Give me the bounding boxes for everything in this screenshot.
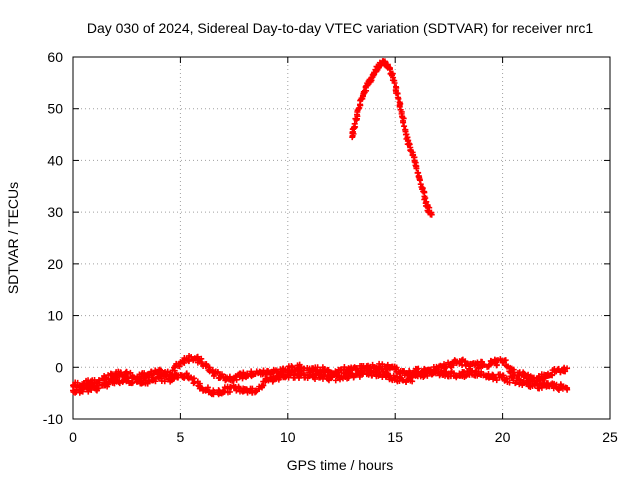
data-point: [332, 377, 339, 384]
y-tick-label: 20: [47, 256, 63, 272]
data-point: [564, 384, 571, 391]
x-tick-label: 15: [387, 429, 403, 445]
data-point: [409, 373, 416, 380]
data-point: [353, 371, 360, 378]
data-point: [406, 367, 413, 374]
data-point: [73, 388, 80, 395]
data-point: [206, 368, 213, 375]
data-point: [324, 367, 331, 374]
data-point: [203, 362, 210, 369]
data-point: [420, 373, 427, 380]
x-tick-label: 25: [602, 429, 618, 445]
grid-lines: [73, 57, 610, 419]
data-point: [383, 370, 390, 377]
y-tick-label: 30: [47, 204, 63, 220]
y-axis-label: SDTVAR / TECUs: [5, 182, 21, 294]
data-point: [272, 367, 279, 374]
data-point: [191, 379, 198, 386]
data-point: [210, 372, 217, 379]
data-point: [296, 361, 303, 368]
tick-labels: 0 5 10 15 20 25 -10 0 10 20 30 40 50 60: [43, 49, 618, 445]
series-arc: [349, 57, 435, 218]
y-tick-label: 40: [47, 152, 63, 168]
data-point: [414, 169, 421, 176]
data-point: [401, 123, 408, 130]
data-point: [413, 366, 420, 373]
data-point: [475, 364, 482, 371]
data-point: [353, 365, 360, 372]
data-point: [116, 380, 123, 387]
y-tick-label: -10: [43, 411, 63, 427]
y-tick-label: 0: [55, 359, 63, 375]
y-tick-label: 60: [47, 49, 63, 65]
data-point: [396, 103, 403, 110]
data-point: [500, 372, 507, 379]
data-point: [218, 371, 225, 378]
data-point: [517, 377, 524, 384]
data-marks: [70, 57, 571, 398]
x-axis-label: GPS time / hours: [287, 457, 394, 473]
data-point: [263, 375, 270, 382]
series-band-lower: [70, 367, 571, 398]
data-point: [351, 120, 358, 127]
data-point: [260, 382, 267, 389]
data-point: [129, 379, 136, 386]
data-point: [141, 370, 148, 377]
data-point: [124, 375, 131, 382]
data-point: [562, 368, 569, 375]
data-point: [214, 369, 221, 376]
axis-ticks: [72, 56, 611, 420]
x-tick-label: 0: [69, 429, 77, 445]
data-point: [493, 361, 500, 368]
data-point: [395, 94, 402, 101]
data-point: [288, 363, 295, 370]
data-point: [249, 385, 256, 392]
data-point: [413, 165, 420, 172]
data-point: [391, 79, 398, 86]
data-point: [400, 119, 407, 126]
data-point: [506, 379, 513, 386]
data-point: [521, 370, 528, 377]
data-point: [549, 372, 556, 379]
chart-title: Day 030 of 2024, Sidereal Day-to-day VTE…: [87, 20, 593, 36]
data-point: [422, 195, 429, 202]
data-point: [538, 376, 545, 383]
y-tick-label: 50: [47, 101, 63, 117]
data-point: [233, 376, 240, 383]
data-point: [138, 375, 145, 382]
y-tick-label: 10: [47, 308, 63, 324]
data-point: [74, 379, 81, 386]
data-point: [428, 211, 435, 218]
data-point: [495, 371, 502, 378]
x-tick-label: 20: [495, 429, 511, 445]
data-point: [424, 369, 431, 376]
data-point: [252, 389, 259, 396]
data-point: [460, 368, 467, 375]
data-point: [163, 373, 170, 380]
plot-frame: [72, 56, 611, 420]
x-tick-label: 5: [177, 429, 185, 445]
data-point: [152, 378, 159, 385]
data-point: [329, 374, 336, 381]
data-point: [270, 377, 277, 384]
data-point: [345, 374, 352, 381]
data-point: [161, 378, 168, 385]
data-point: [372, 368, 379, 375]
x-tick-label: 10: [280, 429, 296, 445]
data-point: [95, 385, 102, 392]
data-point: [564, 365, 571, 372]
